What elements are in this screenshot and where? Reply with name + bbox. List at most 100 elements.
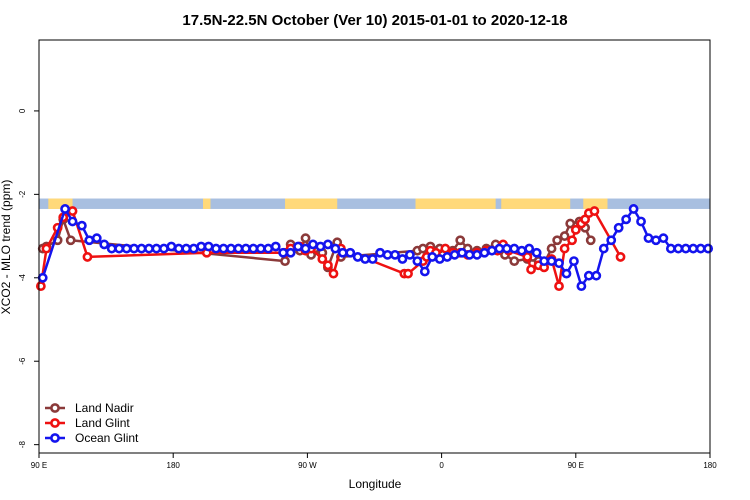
ocean-glint-point: [688, 243, 699, 254]
legend-swatch-marker: [50, 433, 60, 443]
ocean-glint-point: [99, 239, 110, 250]
ocean-glint-point: [427, 252, 438, 262]
ocean-glint-point: [546, 256, 557, 267]
ocean-glint-point: [576, 281, 587, 292]
ocean-glint-point: [263, 243, 274, 254]
land-glint-point: [328, 268, 339, 279]
land-glint-point: [526, 264, 536, 275]
ocean-glint-point: [136, 243, 147, 254]
ocean-glint-point: [449, 249, 460, 260]
ocean-glint-point: [405, 249, 415, 260]
land-band-segment: [415, 198, 496, 209]
ocean-glint-point: [636, 216, 646, 227]
land-glint-point: [67, 206, 78, 216]
ocean-glint-point: [606, 235, 617, 246]
ocean-glint-point: [509, 243, 520, 254]
land-glint-point: [522, 252, 533, 262]
ocean-glint-point: [561, 268, 572, 279]
land-glint-point: [323, 260, 333, 271]
x-tick-label: 0: [439, 461, 444, 470]
legend-label: Land Glint: [75, 416, 130, 430]
ocean-glint-point: [345, 247, 356, 258]
x-axis-title: Longitude: [349, 477, 402, 491]
ocean-glint-point: [457, 247, 468, 258]
ocean-glint-point: [665, 243, 676, 254]
land-ocean-band: [39, 198, 710, 209]
ocean-glint-point: [539, 256, 550, 267]
ocean-glint-point: [37, 272, 48, 283]
ocean-glint-point: [91, 233, 102, 244]
ocean-band: [39, 198, 710, 209]
legend-item-land-glint: Land Glint: [45, 416, 130, 430]
ocean-glint-point: [60, 204, 70, 214]
ocean-glint-point: [442, 252, 453, 262]
ocean-glint-point: [233, 243, 244, 254]
ocean-glint-point: [129, 243, 139, 254]
y-tick-label: -6: [18, 357, 27, 365]
ocean-glint-point: [323, 239, 333, 250]
land-nadir-point: [585, 235, 596, 246]
land-glint-point: [82, 252, 93, 262]
ocean-glint-point: [621, 214, 632, 225]
ocean-glint-point: [188, 243, 199, 254]
ocean-glint-point: [337, 247, 348, 258]
axes: 90 E 180 90 W 0 90 E 180 -8 -6 -4 -2 0: [18, 108, 717, 470]
ocean-glint-point: [397, 254, 408, 264]
ocean-glint-point: [516, 245, 527, 256]
ocean-glint-point: [293, 241, 303, 252]
ocean-glint-point: [651, 235, 661, 246]
land-glint-point: [570, 224, 581, 235]
ocean-glint-point: [390, 249, 400, 260]
ocean-glint-point: [67, 216, 78, 227]
ocean-glint-point: [84, 235, 95, 246]
ocean-glint-point: [382, 249, 393, 260]
ocean-glint-point: [628, 204, 639, 214]
land-nadir-point: [552, 235, 563, 246]
plot-frame: [38, 39, 711, 454]
x-tick-label: 180: [703, 461, 717, 470]
land-glint-point: [403, 268, 413, 279]
ocean-glint-point: [211, 243, 221, 254]
ocean-glint-point: [643, 233, 654, 244]
x-tick-label: 90 E: [31, 461, 47, 470]
y-tick-label: -4: [18, 274, 27, 282]
legend-label: Land Nadir: [75, 401, 134, 415]
y-axis-title: XCO2 - MLO trend (ppm): [0, 180, 13, 315]
ocean-glint-point: [501, 243, 512, 254]
ocean-glint-point: [121, 243, 132, 254]
ocean-glint-point: [270, 241, 281, 252]
ocean-glint-point: [375, 247, 385, 258]
land-glint-point: [554, 281, 564, 292]
ocean-glint-point: [330, 243, 341, 254]
ocean-glint-point: [308, 239, 318, 250]
land-glint-point: [589, 206, 600, 216]
ocean-glint-point: [114, 243, 125, 254]
land-band-segment: [48, 198, 73, 209]
ocean-glint-point: [226, 243, 236, 254]
ocean-glint-point: [285, 247, 296, 258]
ocean-glint-point: [591, 270, 602, 281]
ocean-glint-point: [658, 233, 669, 244]
ocean-glint-point: [360, 254, 371, 264]
land-nadir-point: [565, 218, 576, 229]
ocean-glint-point: [158, 243, 169, 254]
x-tick-label: 90 E: [568, 461, 584, 470]
ocean-glint-point: [144, 243, 154, 254]
ocean-glint-point: [106, 243, 117, 254]
land-band-segment: [583, 198, 608, 209]
ocean-glint-point: [181, 243, 192, 254]
ocean-glint-point: [203, 241, 214, 252]
land-glint-point: [559, 243, 570, 254]
ocean-glint-point: [613, 222, 624, 233]
ocean-glint-point: [569, 256, 579, 267]
ocean-glint-point: [494, 243, 505, 254]
land-band-segment: [285, 198, 338, 209]
ocean-glint-point: [166, 241, 177, 252]
land-glint-point: [440, 243, 451, 254]
land-nadir-point: [546, 243, 557, 254]
ocean-glint-point: [554, 258, 564, 269]
land-glint-point: [317, 254, 328, 264]
ocean-glint-point: [464, 249, 475, 260]
land-nadir-point: [418, 243, 428, 254]
